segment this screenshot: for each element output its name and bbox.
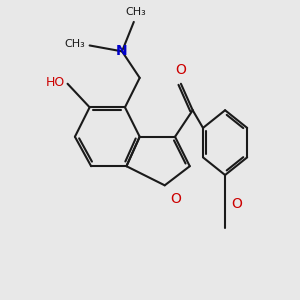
Text: CH₃: CH₃ bbox=[64, 39, 85, 49]
Text: O: O bbox=[170, 192, 181, 206]
Text: O: O bbox=[176, 63, 186, 77]
Text: CH₃: CH₃ bbox=[125, 7, 146, 16]
Text: O: O bbox=[232, 197, 242, 212]
Text: N: N bbox=[116, 44, 128, 58]
Text: HO: HO bbox=[46, 76, 65, 89]
